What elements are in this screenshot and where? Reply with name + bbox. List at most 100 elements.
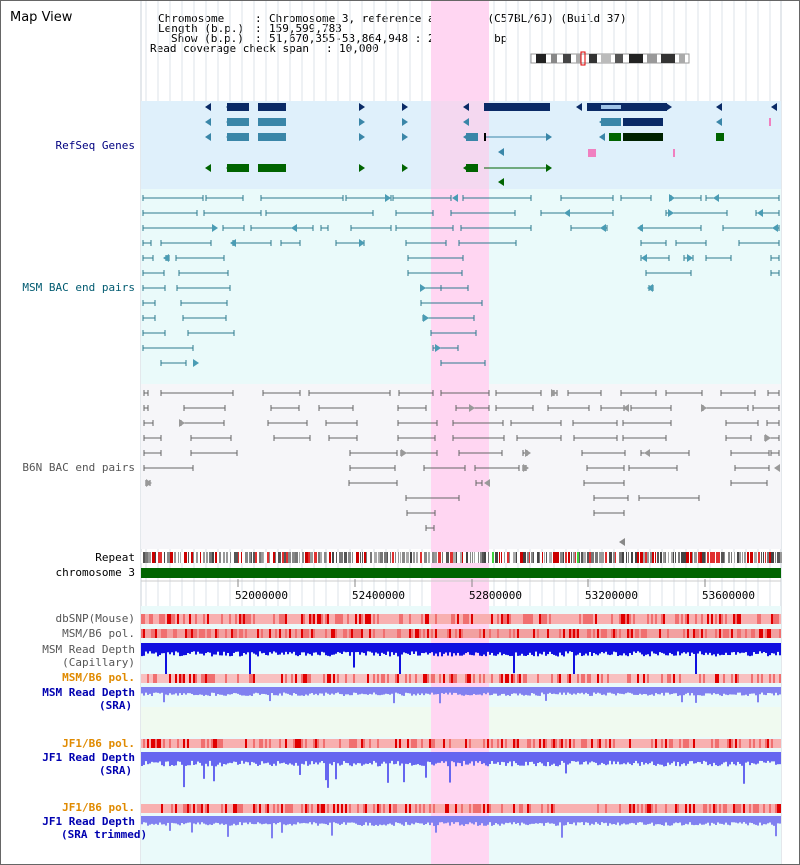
- jf1-b6-pol-2-track-cell: [757, 804, 759, 813]
- jf1-depth-sra-bar: [731, 752, 733, 762]
- msm-depth-capillary-bar: [753, 643, 755, 653]
- jf1-b6-pol-track-cell: [431, 739, 433, 748]
- msm-depth-sra-bar: [775, 687, 777, 693]
- msm-bac-label[interactable]: MSM BAC end pairs: [22, 281, 135, 294]
- chromosome-ideogram[interactable]: [530, 51, 690, 66]
- repeat-element: [167, 552, 170, 563]
- msm-depth-capillary-bar: [621, 643, 623, 656]
- jf1-b6-pol-2-track-cell: [469, 804, 471, 813]
- refseq-genes-track[interactable]: [205, 103, 777, 186]
- dbsnp-label[interactable]: dbSNP(Mouse): [55, 612, 135, 625]
- dbsnp-track-cell: [587, 614, 589, 624]
- msm-depth-capillary-bar: [693, 643, 695, 654]
- msm-depth-sra-bar: [709, 687, 711, 694]
- repeat-element: [744, 552, 746, 563]
- repeat-element: [305, 552, 308, 563]
- jf1-depth-trim-bar: [715, 816, 717, 826]
- msm-read-depth-capillary-label-1[interactable]: MSM Read Depth: [42, 643, 135, 656]
- repeat-element: [531, 552, 534, 563]
- jf1-depth-sra-bar: [491, 752, 493, 762]
- jf1-depth-trim-bar: [741, 816, 743, 824]
- msm-b6-pol-2-track-cell: [367, 674, 369, 683]
- b6n-bac-pair-arrow: [401, 449, 407, 457]
- msm-depth-capillary-bar: [755, 643, 757, 654]
- msm-b6-pol-2-track-cell: [723, 674, 725, 683]
- jf1-depth-trim-bar: [283, 816, 285, 825]
- msm-depth-capillary-bar: [507, 643, 509, 656]
- jf1-depth-sra-bar: [471, 752, 473, 762]
- msm-b6-pol-label[interactable]: MSM/B6 pol.: [62, 627, 135, 640]
- jf1-b6-pol-track-cell: [323, 739, 325, 748]
- msm-depth-sra-bar: [461, 687, 463, 696]
- variation-tracks[interactable]: [141, 614, 781, 839]
- jf1-b6-pol-2-track-cell: [637, 804, 639, 813]
- msm-depth-sra-bar: [207, 687, 209, 696]
- msm-b6-pol-2-track-cell: [643, 674, 645, 683]
- jf1-b6-pol-track-cell: [351, 739, 353, 748]
- jf1-b6-pol-track-cell: [553, 739, 555, 748]
- repeat-element: [700, 552, 703, 563]
- jf1-b6-pol-track-cell: [559, 739, 561, 748]
- jf1-depth-sra-bar: [271, 752, 273, 767]
- jf1-depth-trim-bar: [695, 816, 697, 825]
- repeat-element: [655, 552, 656, 563]
- msm-depth-sra-bar: [745, 687, 747, 695]
- msm-depth-sra-bar: [515, 687, 517, 694]
- b6n-bac-pair-arrow: [774, 464, 780, 472]
- jf1-depth-trim-bar: [549, 816, 551, 824]
- msm-depth-sra-bar: [437, 687, 439, 695]
- b6n-bac-pairs-track[interactable]: [143, 389, 780, 546]
- dbsnp-track-cell: [501, 614, 503, 624]
- repeat-element: [724, 552, 725, 563]
- jf1-depth-sra-bar: [169, 752, 171, 767]
- msm-bac-pairs-track[interactable]: [142, 194, 780, 367]
- dbsnp-track-cell: [621, 614, 623, 624]
- jf1-depth-sra-bar: [353, 752, 355, 764]
- msm-depth-sra-bar: [703, 687, 705, 696]
- jf1-depth-trim-bar: [259, 816, 261, 824]
- msm-depth-sra-bar: [251, 687, 253, 696]
- repeat-element: [734, 552, 735, 563]
- msm-b6-pol-2-label[interactable]: MSM/B6 pol.: [62, 671, 135, 684]
- msm-b6-pol-2-track-cell: [455, 674, 457, 683]
- dbsnp-track-cell: [759, 614, 761, 624]
- msm-depth-capillary-bar: [269, 643, 271, 653]
- msm-read-depth-sra-label-2: (SRA): [99, 699, 133, 712]
- msm-b6-pol-track-cell: [593, 629, 595, 638]
- b6n-bac-label[interactable]: B6N BAC end pairs: [22, 461, 135, 474]
- msm-b6-pol-2-track-cell: [703, 674, 705, 683]
- refseq-genes-label[interactable]: RefSeq Genes: [55, 139, 135, 152]
- jf1-depth-trim-bar: [453, 816, 455, 824]
- jf1-read-depth-trim-label-1[interactable]: JF1 Read Depth: [42, 815, 135, 828]
- msm-depth-capillary-bar: [743, 643, 745, 653]
- msm-depth-capillary-bar: [351, 643, 353, 653]
- msm-b6-pol-2-track-cell: [449, 674, 451, 683]
- jf1-depth-trim-bar: [143, 816, 145, 823]
- repeat-track[interactable]: [141, 552, 782, 563]
- jf1-b6-pol-2-track-cell: [291, 804, 293, 813]
- jf1-b6-pol-2-track-cell: [665, 804, 667, 813]
- msm-depth-sra-bar: [223, 687, 225, 696]
- msm-b6-pol-track-cell: [231, 629, 233, 638]
- jf1-depth-trim-bar: [261, 816, 263, 825]
- msm-b6-pol-2-track-cell: [237, 674, 239, 683]
- jf1-b6-pol-label[interactable]: JF1/B6 pol.: [62, 737, 135, 750]
- msm-read-depth-sra-label-1[interactable]: MSM Read Depth: [42, 686, 135, 699]
- msm-b6-pol-track-cell: [697, 629, 699, 638]
- msm-depth-sra-bar: [333, 687, 335, 695]
- jf1-b6-pol-2-label[interactable]: JF1/B6 pol.: [62, 801, 135, 814]
- jf1-depth-trim-bar: [575, 816, 577, 826]
- jf1-depth-sra-bar: [539, 752, 541, 763]
- jf1-b6-pol-track: [141, 739, 781, 748]
- msm-depth-sra-bar: [583, 687, 585, 695]
- repeat-element: [352, 552, 353, 563]
- jf1-read-depth-sra-label-1[interactable]: JF1 Read Depth: [42, 751, 135, 764]
- jf1-depth-sra-bar: [523, 752, 525, 766]
- jf1-depth-trim-bar: [457, 816, 459, 823]
- chromosome-bar[interactable]: [141, 568, 781, 578]
- jf1-depth-trim-bar: [241, 816, 243, 826]
- repeat-element: [398, 552, 399, 563]
- jf1-depth-trim-bar: [661, 816, 663, 826]
- jf1-b6-pol-2-track-cell: [733, 804, 735, 813]
